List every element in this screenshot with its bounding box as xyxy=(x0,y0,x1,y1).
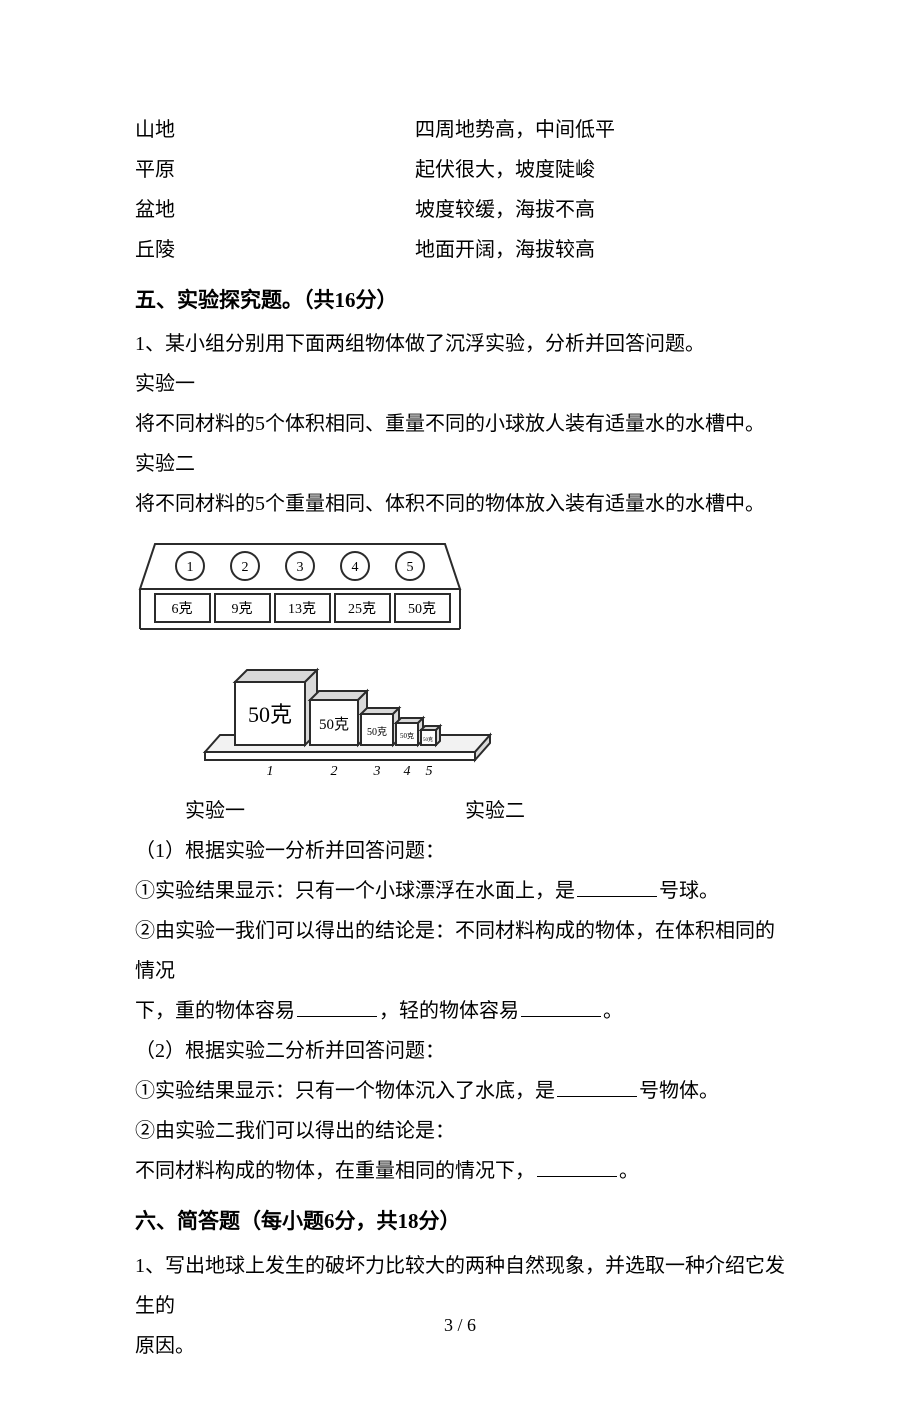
ball-label: 3 xyxy=(297,560,304,575)
page-number: 3 / 6 xyxy=(0,1315,920,1336)
ball-label: 2 xyxy=(242,560,249,575)
exp1-label: 实验一 xyxy=(135,364,785,404)
weight-label: 13克 xyxy=(288,601,316,617)
ball-label: 5 xyxy=(407,560,414,575)
q2-line1: ①实验结果显示：只有一个物体沉入了水底，是 号物体。 xyxy=(135,1071,785,1111)
match-row: 盆地 坡度较缓，海拔不高 xyxy=(135,190,785,230)
weight-label: 25克 xyxy=(348,601,376,617)
q2-line2: ②由实验二我们可以得出的结论是： xyxy=(135,1111,785,1151)
section5-intro: 1、某小组分别用下面两组物体做了沉浮实验，分析并回答问题。 xyxy=(135,324,785,364)
match-right: 四周地势高，中间低平 xyxy=(415,110,785,150)
q2-line1-a: ①实验结果显示：只有一个物体沉入了水底，是 xyxy=(135,1080,555,1102)
q2-heading: （2）根据实验二分析并回答问题： xyxy=(135,1031,785,1071)
q2-line1-b: 号物体。 xyxy=(639,1080,719,1102)
cube-index: 3 xyxy=(373,764,381,779)
cube-label: 50克 xyxy=(423,737,433,743)
diagram-experiment-1: 1 2 3 4 5 6克 9克 13克 25克 50克 xyxy=(135,534,785,639)
caption-exp1: 实验一 xyxy=(185,791,465,831)
fill-blank[interactable] xyxy=(557,1077,637,1097)
q1-line3-b: ，轻的物体容易 xyxy=(379,1000,519,1022)
cube-index: 2 xyxy=(331,764,338,779)
q1-line2: ②由实验一我们可以得出的结论是：不同材料构成的物体，在体积相同的情况 xyxy=(135,911,785,991)
ball-label: 4 xyxy=(352,560,359,575)
match-left: 盆地 xyxy=(135,190,415,230)
fill-blank[interactable] xyxy=(521,997,601,1017)
cube-index: 1 xyxy=(267,764,274,779)
q1-line1: ①实验结果显示：只有一个小球漂浮在水面上，是 号球。 xyxy=(135,871,785,911)
match-right: 地面开阔，海拔较高 xyxy=(415,230,785,270)
weight-label: 6克 xyxy=(172,601,193,617)
section6-q1-line1: 1、写出地球上发生的破坏力比较大的两种自然现象，并选取一种介绍它发生的 xyxy=(135,1246,785,1326)
cube-label: 50克 xyxy=(400,732,414,740)
match-right: 起伏很大，坡度陡峻 xyxy=(415,150,785,190)
q1-heading: （1）根据实验一分析并回答问题： xyxy=(135,831,785,871)
diagram-captions: 实验一 实验二 xyxy=(135,791,785,831)
section6-title: 六、简答题（每小题6分，共18分） xyxy=(135,1197,785,1245)
cube-label: 50克 xyxy=(319,716,349,733)
ball-label: 1 xyxy=(187,560,194,575)
match-row: 丘陵 地面开阔，海拔较高 xyxy=(135,230,785,270)
match-left: 丘陵 xyxy=(135,230,415,270)
q1-line1-a: ①实验结果显示：只有一个小球漂浮在水面上，是 xyxy=(135,880,575,902)
section5-title: 五、实验探究题。（共16分） xyxy=(135,276,785,324)
q1-line1-b: 号球。 xyxy=(659,880,719,902)
fill-blank[interactable] xyxy=(297,997,377,1017)
fill-blank[interactable] xyxy=(577,877,657,897)
weight-label: 50克 xyxy=(408,601,436,617)
fill-blank[interactable] xyxy=(537,1157,617,1177)
q2-line3-a: 不同材料构成的物体，在重量相同的情况下， xyxy=(135,1160,535,1182)
match-right: 坡度较缓，海拔不高 xyxy=(415,190,785,230)
caption-exp2: 实验二 xyxy=(465,791,525,831)
q1-line3-a: 下，重的物体容易 xyxy=(135,1000,295,1022)
cube-index: 5 xyxy=(426,764,433,779)
q2-line3-c: 。 xyxy=(619,1160,639,1182)
match-left: 平原 xyxy=(135,150,415,190)
match-row: 山地 四周地势高，中间低平 xyxy=(135,110,785,150)
cube-label: 50克 xyxy=(367,726,387,738)
cube-index: 4 xyxy=(404,764,411,779)
q2-line3: 不同材料构成的物体，在重量相同的情况下， 。 xyxy=(135,1151,785,1191)
diagram-experiment-2: 50克 50克 50克 50克 50克 xyxy=(195,657,785,787)
exp1-desc: 将不同材料的5个体积相同、重量不同的小球放人装有适量水的水槽中。 xyxy=(135,404,785,444)
match-row: 平原 起伏很大，坡度陡峻 xyxy=(135,150,785,190)
match-left: 山地 xyxy=(135,110,415,150)
q1-line3-c: 。 xyxy=(603,1000,623,1022)
q1-line3: 下，重的物体容易 ，轻的物体容易 。 xyxy=(135,991,785,1031)
weight-label: 9克 xyxy=(232,601,253,617)
exp2-label: 实验二 xyxy=(135,444,785,484)
cube-label: 50克 xyxy=(248,702,292,727)
exp2-desc: 将不同材料的5个重量相同、体积不同的物体放入装有适量水的水槽中。 xyxy=(135,484,785,524)
